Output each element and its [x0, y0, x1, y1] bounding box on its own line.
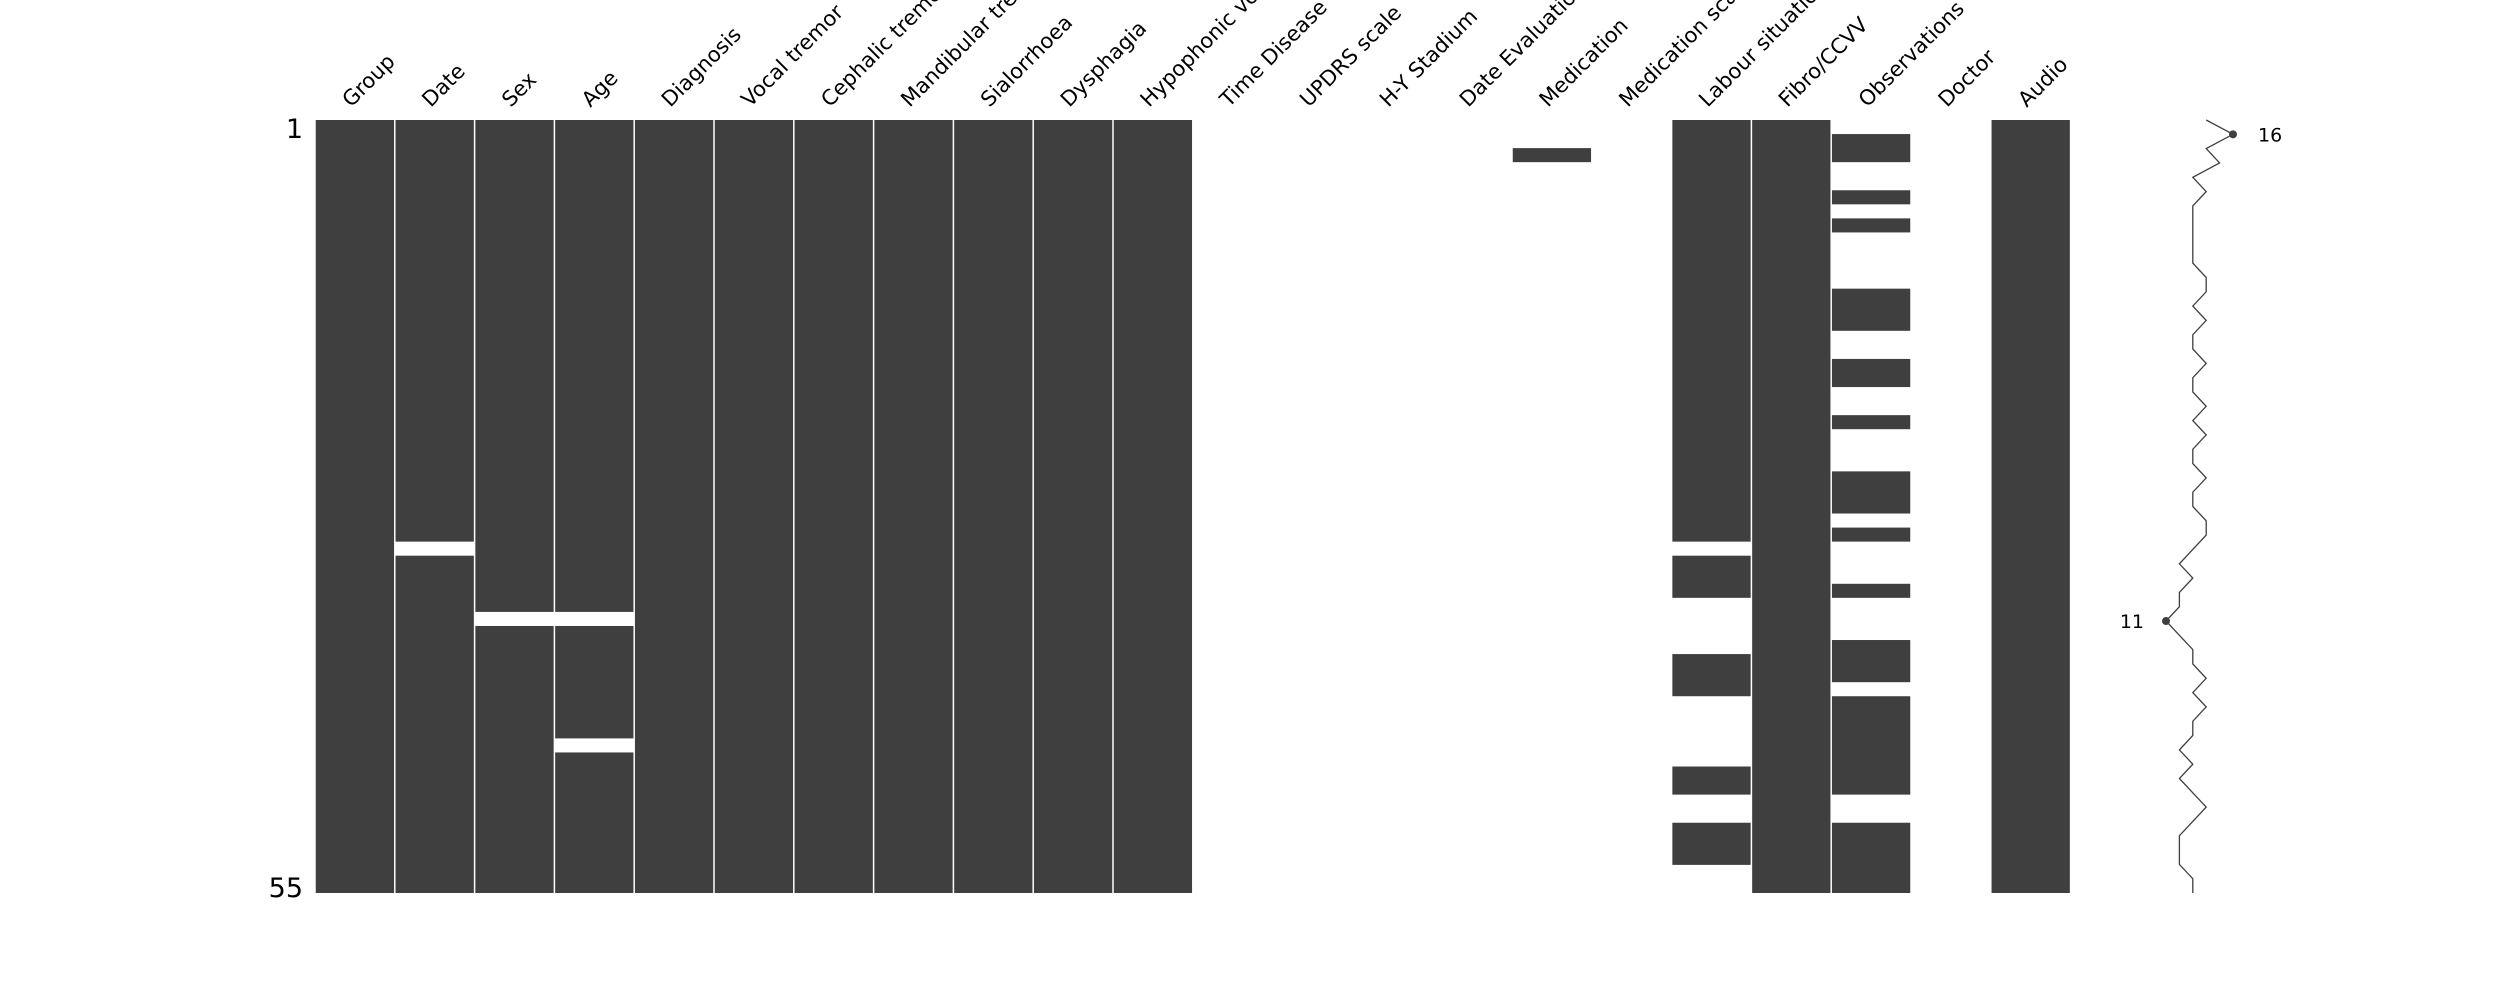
row-labels: 1 55 — [269, 114, 303, 904]
cell-block-age-1 — [555, 625, 634, 739]
cell-block-observations-11 — [1831, 822, 1911, 893]
cell-block-age-0 — [555, 120, 634, 612]
cell-block-labour-situation-1 — [1672, 555, 1751, 598]
sparkline-max-label: 16 — [2258, 124, 2282, 146]
cell-block-date-0 — [395, 120, 474, 542]
cell-block-observations-9 — [1831, 640, 1911, 683]
cell-block-sex-0 — [475, 120, 554, 612]
cell-block-audio-0 — [1991, 120, 2070, 893]
cell-block-observations-4 — [1831, 358, 1911, 388]
sparkline-max-point — [2229, 130, 2237, 139]
cell-block-sialorrhoea-0 — [954, 120, 1033, 893]
cell-block-observations-5 — [1831, 415, 1911, 430]
sparkline-min-point — [2162, 617, 2170, 626]
cell-block-sex-1 — [475, 625, 554, 893]
cell-block-fibro-ccvv-0 — [1752, 120, 1831, 893]
cell-block-age-2 — [555, 752, 634, 893]
cell-block-cephalic-tremor-0 — [794, 120, 873, 893]
column-label-group: Group — [338, 49, 400, 111]
cell-block-labour-situation-4 — [1672, 822, 1751, 865]
cell-block-observations-2 — [1831, 218, 1911, 233]
column-label-diagnosis: Diagnosis — [657, 22, 746, 111]
column-label-date: Date — [417, 59, 469, 111]
cell-block-observations-8 — [1831, 583, 1911, 598]
column-label-doctor: Doctor — [1934, 45, 2001, 112]
sparkline-min-label: 11 — [2120, 611, 2144, 633]
column-label-audio: Audio — [2013, 52, 2072, 111]
cell-block-date-1 — [395, 555, 474, 893]
cell-block-dysphagia-0 — [1033, 120, 1113, 893]
sparkline-path — [2165, 119, 2235, 893]
cell-block-diagnosis-0 — [634, 120, 714, 893]
cell-block-observations-0 — [1831, 134, 1911, 163]
row-label-first: 1 — [286, 114, 303, 145]
cell-block-observations-3 — [1831, 288, 1911, 331]
cell-block-mandibular-tremor-0 — [874, 120, 953, 893]
cell-block-group-0 — [315, 120, 395, 893]
cell-block-observations-7 — [1831, 527, 1911, 542]
cell-block-labour-situation-0 — [1672, 120, 1751, 542]
cell-block-vocal-tremor-0 — [714, 120, 794, 893]
row-label-last: 55 — [269, 873, 303, 904]
matrix-layer — [315, 120, 2070, 893]
column-label-age: Age — [577, 66, 623, 112]
cell-block-observations-10 — [1831, 696, 1911, 795]
cell-block-labour-situation-2 — [1672, 654, 1751, 697]
cell-block-observations-6 — [1831, 471, 1911, 514]
column-label-sex: Sex — [497, 67, 541, 111]
cell-block-medication-0 — [1512, 148, 1592, 163]
cell-block-labour-situation-3 — [1672, 766, 1751, 795]
cell-block-hypophonic-voice-0 — [1113, 120, 1193, 893]
cell-block-observations-1 — [1831, 190, 1911, 205]
